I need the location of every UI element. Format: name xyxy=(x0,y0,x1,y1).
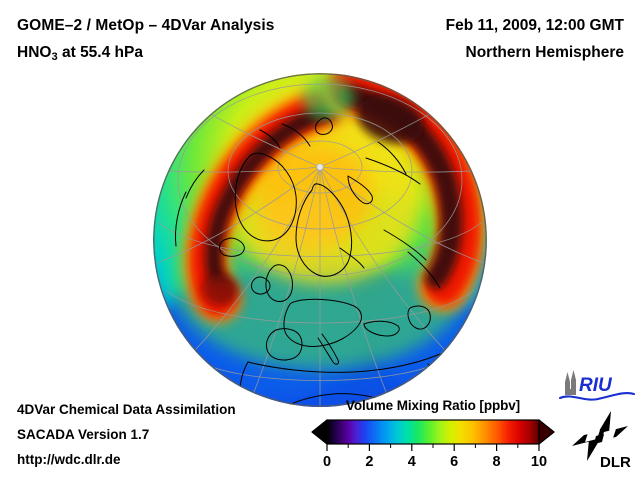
colorbar-extend-right xyxy=(538,419,555,445)
high-concentration-arc-west xyxy=(183,85,347,323)
footer-line-assimilation: 4DVar Chemical Data Assimilation xyxy=(17,402,236,417)
colorbar-tick-5: 10 xyxy=(531,454,547,470)
colorbar-gradient xyxy=(326,419,540,445)
species-formula-prefix: HNO xyxy=(17,44,52,61)
riu-wordmark: RIU xyxy=(579,375,613,396)
graticule xyxy=(153,83,487,407)
colorbar-svg: 0 2 4 6 8 10 xyxy=(311,419,555,470)
colorbar-tick-3: 6 xyxy=(450,454,458,470)
colorbar-tick-labels: 0 2 4 6 8 10 xyxy=(323,454,547,470)
colorbar-tick-4: 8 xyxy=(493,454,501,470)
colorbar-tick-2: 4 xyxy=(408,454,416,470)
riu-logo: RIU xyxy=(558,369,636,403)
species-level-label: HNO3 at 55.4 hPa xyxy=(17,44,143,63)
high-concentration-arc-east xyxy=(322,73,487,312)
gap-between-arcs xyxy=(302,76,354,120)
dlr-wordmark: DLR xyxy=(600,454,631,471)
timestamp-label: Feb 11, 2009, 12:00 GMT xyxy=(445,17,624,34)
region-label: Northern Hemisphere xyxy=(465,44,624,61)
colorbar-ticks xyxy=(326,444,540,451)
pressure-level-text: at 55.4 hPa xyxy=(57,44,143,61)
riu-logo-svg: RIU xyxy=(558,370,636,401)
footer-line-version: SACADA Version 1.7 xyxy=(17,427,150,442)
species-formula-subscript: 3 xyxy=(51,51,58,64)
dlr-pinwheel-icon xyxy=(572,411,628,461)
page-title: GOME–2 / MetOp – 4DVar Analysis xyxy=(17,17,275,34)
colorbar-title: Volume Mixing Ratio [ppbv] xyxy=(345,398,521,413)
colorbar-extend-left xyxy=(311,419,328,445)
polar-core-orange-south xyxy=(256,193,348,261)
colorbar-tick-1: 2 xyxy=(365,454,373,470)
globe-map xyxy=(152,72,488,408)
globe-svg xyxy=(153,73,487,407)
colorbar: Volume Mixing Ratio [ppbv] xyxy=(310,398,556,470)
riu-wave-icon xyxy=(558,392,636,401)
dlr-logo-svg: DLR xyxy=(572,411,631,471)
footer-line-url[interactable]: http://wdc.dlr.de xyxy=(17,452,121,467)
globe-disk-content xyxy=(153,73,487,407)
colorbar-tick-0: 0 xyxy=(323,454,331,470)
north-pole-marker xyxy=(316,163,324,171)
colorbar-minor-ticks xyxy=(347,444,519,448)
coastlines xyxy=(175,117,461,407)
cathedral-spires-icon xyxy=(565,370,576,395)
dlr-logo: DLR xyxy=(566,409,636,471)
globe-limb xyxy=(153,73,487,407)
